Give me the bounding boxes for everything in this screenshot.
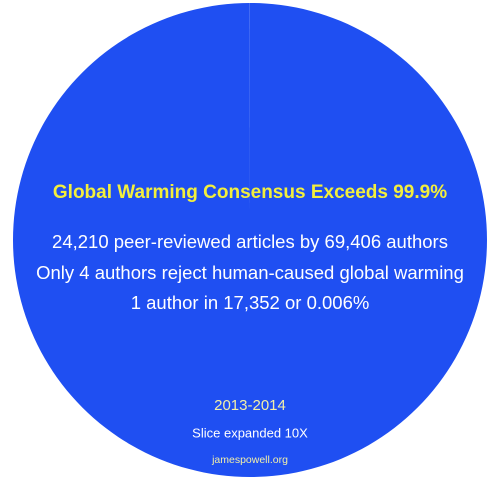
annotation: 1 author in 17,352 or 0.006% xyxy=(131,292,370,313)
annotation: Only 4 authors reject human-caused globa… xyxy=(36,262,464,283)
annotation: jamespowell.org xyxy=(211,454,288,466)
annotation: 24,210 peer-reviewed articles by 69,406 … xyxy=(52,231,448,252)
pie xyxy=(12,3,487,477)
annotation: Slice expanded 10X xyxy=(192,425,308,440)
chart-title: Global Warming Consensus Exceeds 99.9% xyxy=(53,182,447,203)
annotation: 2013-2014 xyxy=(214,397,286,414)
pie-slice xyxy=(12,3,487,477)
